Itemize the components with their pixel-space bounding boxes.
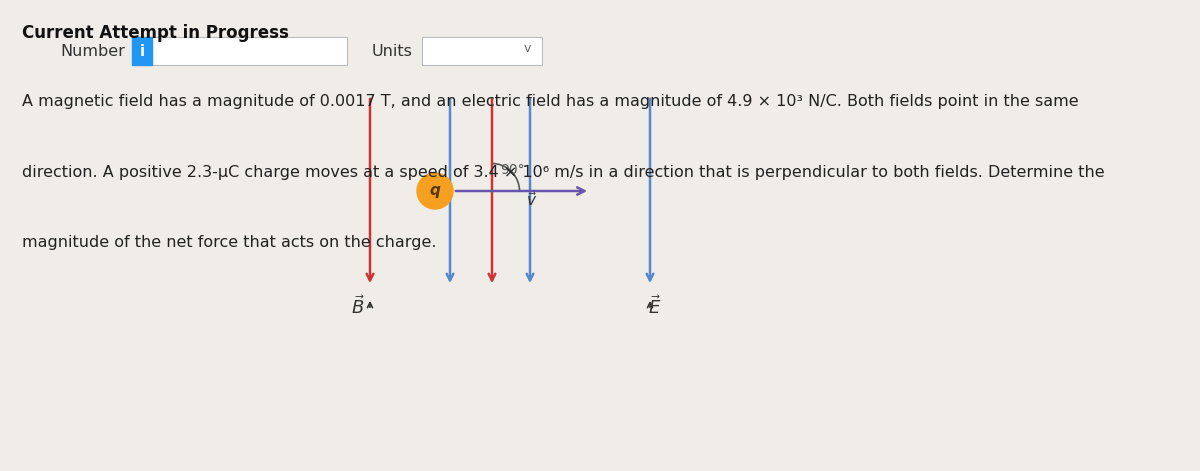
Text: 90°: 90° xyxy=(500,163,524,177)
Text: Number: Number xyxy=(60,43,125,58)
Bar xyxy=(152,37,347,65)
Text: $\vec{v}$: $\vec{v}$ xyxy=(526,191,538,209)
Text: Current Attempt in Progress: Current Attempt in Progress xyxy=(22,24,288,41)
Text: $\vec{B}$: $\vec{B}$ xyxy=(350,295,365,318)
Text: magnitude of the net force that acts on the charge.: magnitude of the net force that acts on … xyxy=(22,236,436,251)
Text: direction. A positive 2.3-μC charge moves at a speed of 3.4 × 10⁶ m/s in a direc: direction. A positive 2.3-μC charge move… xyxy=(22,165,1104,180)
Text: Units: Units xyxy=(372,43,413,58)
Bar xyxy=(422,37,542,65)
Circle shape xyxy=(418,173,454,209)
Text: $\vec{E}$: $\vec{E}$ xyxy=(648,295,661,318)
Text: v: v xyxy=(523,42,530,56)
Bar xyxy=(132,37,152,65)
Text: q: q xyxy=(430,182,440,197)
Text: A magnetic field has a magnitude of 0.0017 T, and an electric field has a magnit: A magnetic field has a magnitude of 0.00… xyxy=(22,94,1079,109)
Text: i: i xyxy=(139,43,144,58)
